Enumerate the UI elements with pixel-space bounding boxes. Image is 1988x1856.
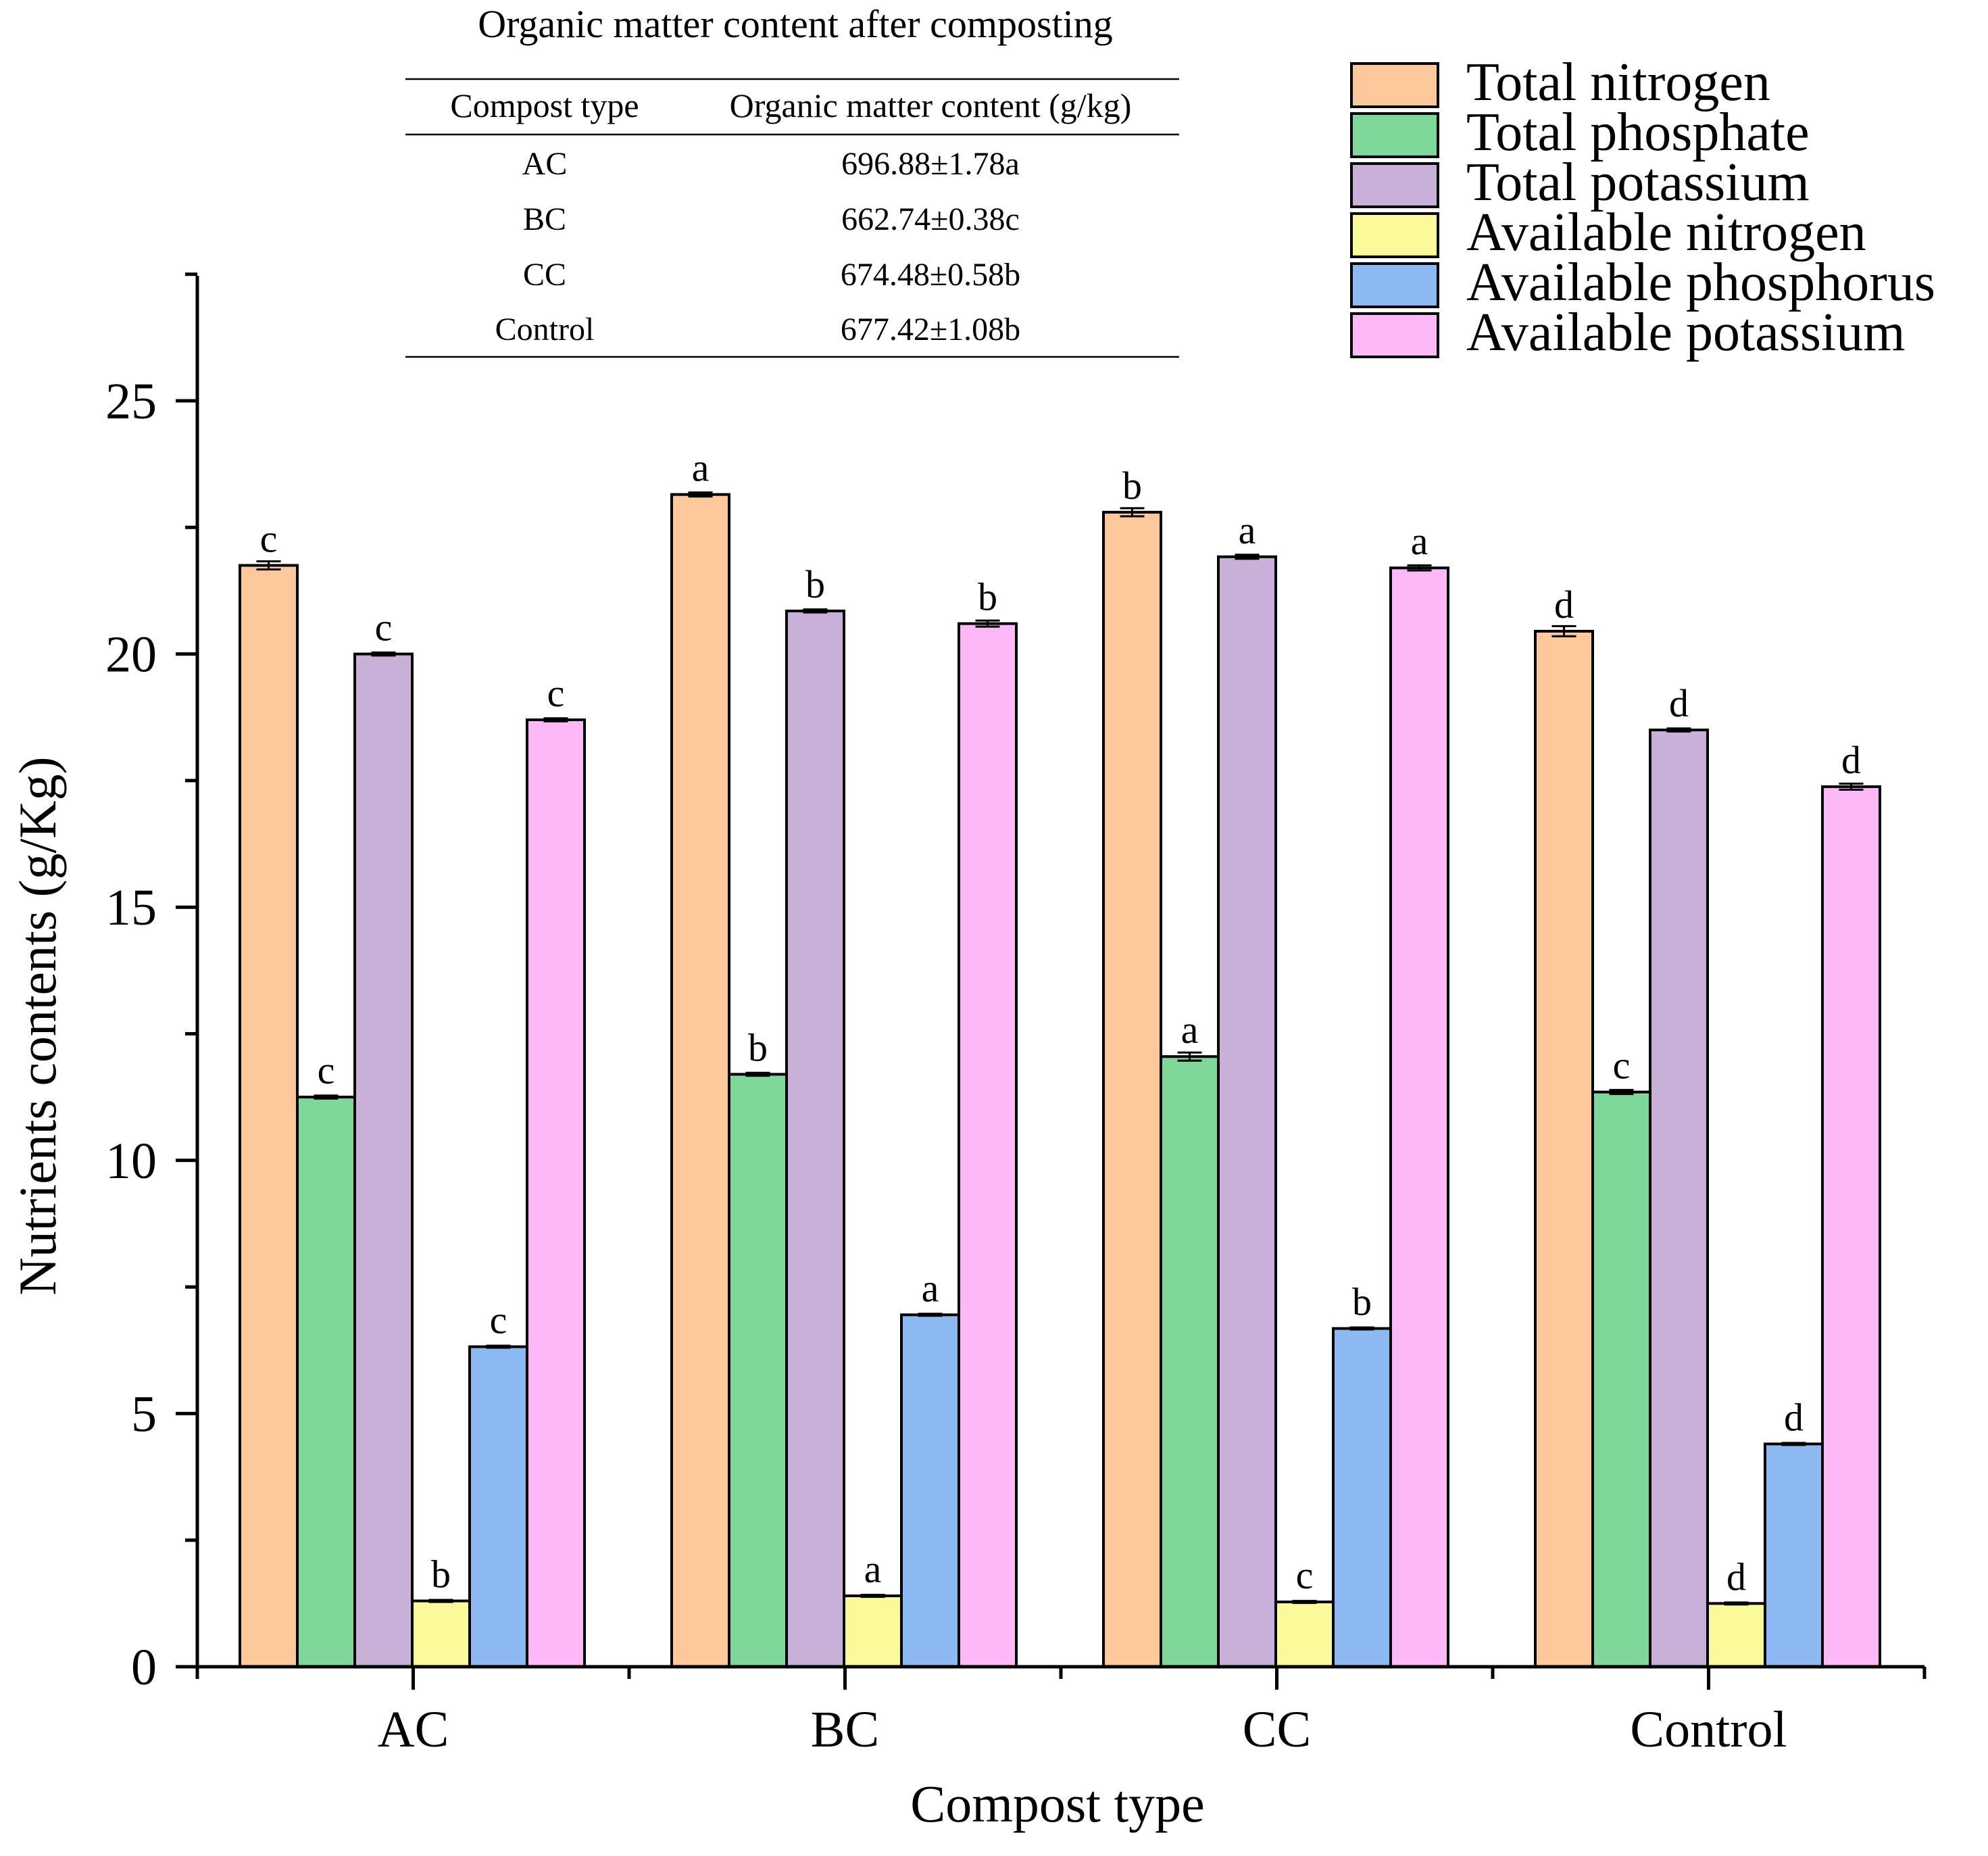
legend-swatch-total-phosphate <box>1350 112 1439 158</box>
legend-swatch-available-potassium <box>1350 312 1439 358</box>
bar-bc-available-phosphorus <box>900 1313 960 1668</box>
bar-bc-available-potassium <box>958 622 1018 1669</box>
legend-swatch-available-phosphorus <box>1350 262 1439 308</box>
significance-letter-cc-available-potassium: a <box>1411 519 1428 563</box>
bar-bc-total-potassium <box>785 609 845 1669</box>
legend-label-available-nitrogen: Available nitrogen <box>1466 203 1866 262</box>
table-title: Organic matter content after composting <box>478 2 1113 46</box>
significance-letter-bc-total-nitrogen: a <box>692 446 710 490</box>
bar-cc-available-potassium <box>1389 566 1449 1669</box>
legend-label-total-potassium: Total potassium <box>1466 153 1810 212</box>
organic-matter-table: Organic matter content after composting … <box>405 2 1179 358</box>
bar-ac-total-potassium <box>353 652 414 1668</box>
significance-letter-control-total-nitrogen: d <box>1554 583 1574 627</box>
significance-letter-control-available-potassium: d <box>1841 738 1861 782</box>
significance-letter-cc-total-potassium: a <box>1239 508 1256 552</box>
bar-cc-total-phosphate <box>1160 1055 1220 1668</box>
y-tick-label: 25 <box>105 373 157 430</box>
bar-cc-total-potassium <box>1217 555 1277 1669</box>
bar-ac-total-phosphate <box>296 1096 356 1668</box>
bar-control-available-potassium <box>1821 785 1881 1668</box>
significance-letter-bc-total-potassium: b <box>805 562 825 606</box>
bar-cc-available-nitrogen <box>1274 1601 1335 1668</box>
significance-letter-cc-available-phosphorus: b <box>1352 1280 1372 1324</box>
significance-letter-ac-total-nitrogen: c <box>260 516 278 560</box>
legend-swatch-available-nitrogen <box>1350 212 1439 258</box>
bar-ac-available-potassium <box>526 718 586 1668</box>
x-axis-title: Compost type <box>910 1774 1205 1833</box>
legend-swatch-total-nitrogen <box>1350 62 1439 108</box>
bar-control-total-potassium <box>1649 728 1709 1668</box>
significance-letter-ac-total-potassium: c <box>375 606 393 650</box>
significance-letter-cc-total-nitrogen: b <box>1122 464 1142 508</box>
bar-cc-available-phosphorus <box>1332 1327 1392 1669</box>
bar-control-total-nitrogen <box>1534 629 1594 1668</box>
bar-control-available-phosphorus <box>1764 1442 1824 1669</box>
significance-letter-ac-available-potassium: c <box>547 671 565 715</box>
significance-letter-ac-available-nitrogen: b <box>431 1553 451 1596</box>
legend-swatch-total-potassium <box>1350 162 1439 208</box>
legend-label-available-phosphorus: Available phosphorus <box>1466 253 1935 312</box>
bar-cc-total-nitrogen <box>1102 510 1162 1668</box>
x-tick-label-control: Control <box>1630 1701 1787 1758</box>
bar-ac-available-nitrogen <box>411 1599 471 1669</box>
significance-letter-cc-available-nitrogen: c <box>1296 1553 1314 1597</box>
y-tick-label: 5 <box>131 1386 157 1442</box>
legend-label-available-potassium: Available potassium <box>1466 303 1906 362</box>
x-tick-label-bc: BC <box>811 1701 879 1758</box>
table-row-bc-type: BC <box>523 201 566 237</box>
table-row-control-type: Control <box>495 312 595 347</box>
table-row-control-value: 677.42±1.08b <box>841 312 1020 347</box>
y-axis-title: Nutrients contents (g/Kg) <box>8 756 67 1295</box>
significance-letter-bc-available-potassium: b <box>978 575 997 619</box>
significance-letter-control-total-phosphate: c <box>1613 1044 1631 1088</box>
y-tick-label: 10 <box>105 1133 157 1190</box>
y-tick-label: 20 <box>105 627 157 683</box>
table-row-bc-value: 662.74±0.38c <box>841 201 1020 237</box>
bar-control-total-phosphate <box>1591 1090 1651 1668</box>
bar-control-available-nitrogen <box>1706 1602 1766 1669</box>
significance-letter-control-total-potassium: d <box>1669 681 1689 725</box>
bar-ac-available-phosphorus <box>468 1345 528 1668</box>
table-row-ac-type: AC <box>522 146 568 182</box>
bar-ac-total-nitrogen <box>239 564 299 1668</box>
x-tick-label-ac: AC <box>378 1701 449 1758</box>
bar-bc-available-nitrogen <box>843 1594 903 1669</box>
x-tick-label-cc: CC <box>1243 1701 1311 1758</box>
significance-letter-ac-total-phosphate: c <box>318 1048 335 1092</box>
significance-letter-control-available-phosphorus: d <box>1784 1395 1804 1439</box>
significance-letter-cc-total-phosphate: a <box>1181 1008 1199 1052</box>
table-header-compost-type: Compost type <box>450 87 639 124</box>
plot-area: c c c b c c a b b a a b b a a c b a d c d d d d 0 5 10 15 20 25 AC BC CC… <box>105 272 1927 1758</box>
bar-bc-total-phosphate <box>728 1073 788 1669</box>
legend-label-total-nitrogen: Total nitrogen <box>1466 53 1770 112</box>
significance-letter-ac-available-phosphorus: c <box>490 1298 507 1342</box>
significance-letter-bc-total-phosphate: b <box>748 1025 768 1069</box>
y-tick-label: 15 <box>105 879 157 936</box>
table-row-ac-value: 696.88±1.78a <box>841 146 1020 182</box>
table-row-cc-value: 674.48±0.58b <box>841 257 1020 293</box>
legend-label-total-phosphate: Total phosphate <box>1466 103 1810 162</box>
bar-bc-total-nitrogen <box>670 493 730 1668</box>
table-row-cc-type: CC <box>523 257 566 293</box>
y-tick-label: 0 <box>131 1639 157 1696</box>
legend: Total nitrogen Total phosphate Total pot… <box>1350 53 1935 362</box>
significance-letter-bc-available-nitrogen: a <box>864 1547 882 1591</box>
significance-letter-control-available-nitrogen: d <box>1726 1555 1746 1598</box>
table-header-organic-matter: Organic matter content (g/kg) <box>730 87 1132 124</box>
significance-letter-bc-available-phosphorus: a <box>922 1266 939 1310</box>
